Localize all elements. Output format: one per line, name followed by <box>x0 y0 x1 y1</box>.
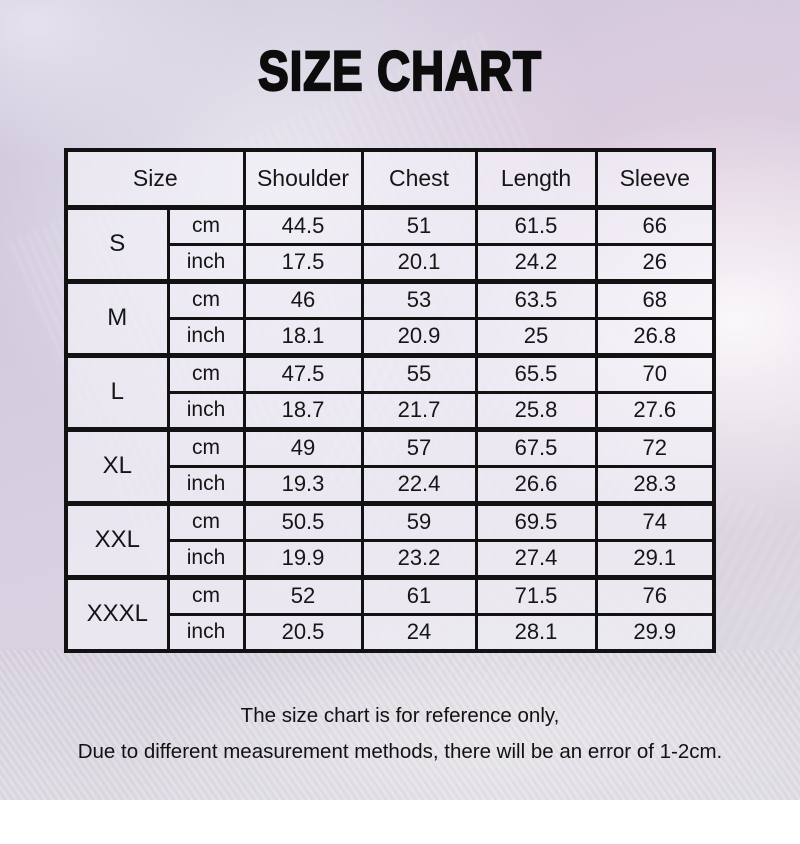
value-cell: 49 <box>242 426 364 468</box>
value-cell: 53 <box>360 278 478 320</box>
value-cell: 72 <box>594 426 716 468</box>
page-title: SIZE CHART <box>257 38 542 103</box>
header-chest: Chest <box>360 148 478 210</box>
value-cell: 63.5 <box>474 278 598 320</box>
value-cell: 28.1 <box>474 612 598 653</box>
value-cell: 25 <box>474 316 598 357</box>
unit-label-cm: cm <box>166 500 246 542</box>
value-cell: 67.5 <box>474 426 598 468</box>
value-cell: 69.5 <box>474 500 598 542</box>
size-row-s-inch: inch 17.5 20.1 24.2 26 <box>66 242 716 283</box>
value-cell: 46 <box>242 278 364 320</box>
unit-label-inch: inch <box>166 464 246 505</box>
value-cell: 44.5 <box>242 204 364 246</box>
value-cell: 20.9 <box>360 316 478 357</box>
size-row-xxl-cm: XXL cm 50.5 59 69.5 74 <box>64 500 716 579</box>
size-row-xxl-inch: inch 19.9 23.2 27.4 29.1 <box>66 538 716 579</box>
value-cell: 28.3 <box>594 464 716 505</box>
value-cell: 57 <box>360 426 478 468</box>
value-cell: 27.6 <box>594 390 716 431</box>
value-cell: 55 <box>360 352 478 394</box>
value-cell: 24.2 <box>474 242 598 283</box>
size-row-xl-inch: inch 19.3 22.4 26.6 28.3 <box>66 464 716 505</box>
unit-label-inch: inch <box>166 390 246 431</box>
size-row-m-inch: inch 18.1 20.9 25 26.8 <box>66 316 716 357</box>
unit-label-inch: inch <box>166 316 246 357</box>
unit-label-cm: cm <box>166 352 246 394</box>
value-cell: 22.4 <box>360 464 478 505</box>
value-cell: 21.7 <box>360 390 478 431</box>
size-row-xxxl-cm: XXXL cm 52 61 71.5 76 <box>64 574 716 653</box>
unit-label-cm: cm <box>166 574 246 616</box>
unit-label-cm: cm <box>166 426 246 468</box>
value-cell: 24 <box>360 612 478 653</box>
value-cell: 59 <box>360 500 478 542</box>
unit-label-inch: inch <box>166 538 246 579</box>
value-cell: 18.1 <box>242 316 364 357</box>
disclaimer-line-1: The size chart is for reference only, <box>240 704 560 727</box>
header-size: Size <box>64 148 246 210</box>
unit-label-inch: inch <box>166 242 246 283</box>
value-cell: 70 <box>594 352 716 394</box>
value-cell: 71.5 <box>474 574 598 616</box>
value-cell: 50.5 <box>242 500 364 542</box>
value-cell: 29.9 <box>594 612 716 653</box>
size-label-m: M <box>64 278 170 357</box>
value-cell: 20.5 <box>242 612 364 653</box>
value-cell: 27.4 <box>474 538 598 579</box>
value-cell: 52 <box>242 574 364 616</box>
header-sleeve: Sleeve <box>594 148 716 210</box>
value-cell: 26.6 <box>474 464 598 505</box>
value-cell: 65.5 <box>474 352 598 394</box>
value-cell: 29.1 <box>594 538 716 579</box>
header-row: Size Shoulder Chest Length Sleeve <box>64 148 716 210</box>
size-label-s: S <box>64 204 170 283</box>
size-label-xxxl: XXXL <box>64 574 170 653</box>
value-cell: 18.7 <box>242 390 364 431</box>
value-cell: 47.5 <box>242 352 364 394</box>
value-cell: 61 <box>360 574 478 616</box>
value-cell: 23.2 <box>360 538 478 579</box>
value-cell: 25.8 <box>474 390 598 431</box>
size-row-xxxl-inch: inch 20.5 24 28.1 29.9 <box>66 612 716 653</box>
value-cell: 66 <box>594 204 716 246</box>
fabric-texture <box>0 650 800 800</box>
value-cell: 74 <box>594 500 716 542</box>
header-shoulder: Shoulder <box>242 148 364 210</box>
value-cell: 19.3 <box>242 464 364 505</box>
size-row-l-inch: inch 18.7 21.7 25.8 27.6 <box>66 390 716 431</box>
size-row-xl-cm: XL cm 49 57 67.5 72 <box>64 426 716 505</box>
value-cell: 61.5 <box>474 204 598 246</box>
disclaimer: The size chart is for reference only, Du… <box>0 703 800 764</box>
value-cell: 76 <box>594 574 716 616</box>
size-label-xl: XL <box>64 426 170 505</box>
unit-label-cm: cm <box>166 278 246 320</box>
value-cell: 19.9 <box>242 538 364 579</box>
value-cell: 17.5 <box>242 242 364 283</box>
value-cell: 26 <box>594 242 716 283</box>
value-cell: 51 <box>360 204 478 246</box>
disclaimer-line-2: Due to different measurement methods, th… <box>77 740 723 763</box>
header-length: Length <box>474 148 598 210</box>
value-cell: 68 <box>594 278 716 320</box>
value-cell: 20.1 <box>360 242 478 283</box>
unit-label-inch: inch <box>166 612 246 653</box>
value-cell: 26.8 <box>594 316 716 357</box>
size-label-xxl: XXL <box>64 500 170 579</box>
size-label-l: L <box>64 352 170 431</box>
unit-label-cm: cm <box>166 204 246 246</box>
